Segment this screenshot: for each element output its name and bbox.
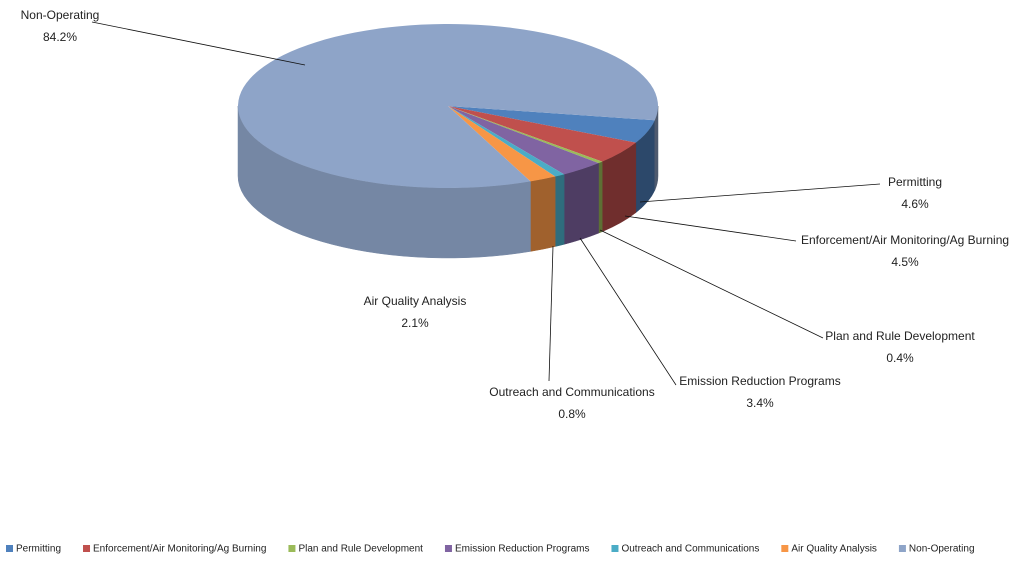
slice [448,106,636,162]
slice-label: Air Quality Analysis [364,294,467,308]
slice [238,23,659,188]
slice [448,106,556,182]
slice-value: 4.6% [901,197,929,211]
legend-label: Enforcement/Air Monitoring/Ag Burning [93,544,266,555]
legend-swatch [444,545,452,552]
slice-label: Non-Operating [21,8,100,22]
slice-value: 2.1% [401,316,429,330]
legend-swatch [6,545,13,552]
legend-label: Permitting [16,544,61,555]
slice [448,106,599,175]
slice-side [554,174,565,247]
legend-swatch [781,545,789,552]
slice-side [598,161,603,234]
leader-line [91,21,306,66]
slice-value: 0.8% [558,407,586,421]
leader-line [548,245,554,382]
slice [448,106,655,143]
leader-line [624,215,797,242]
slice-value: 0.4% [886,351,914,365]
slice-label: Plan and Rule Development [825,329,975,343]
legend-swatch [83,545,91,552]
legend-swatch [898,545,906,552]
slice-value: 84.2% [43,30,77,44]
legend-label: Emission Reduction Programs [455,544,590,555]
legend-swatch [288,545,296,552]
slice [448,106,565,177]
legend-label: Plan and Rule Development [298,544,423,555]
legend-label: Outreach and Communications [621,544,759,555]
leader-line [599,229,824,339]
slice-label: Enforcement/Air Monitoring/Ag Burning [801,233,1009,247]
slice [448,106,603,164]
slice-label: Emission Reduction Programs [679,374,840,388]
legend-label: Non-Operating [909,544,975,555]
slice-side [563,162,599,245]
slice-label: Outreach and Communications [489,385,654,399]
slice-label: Permitting [888,175,942,189]
legend-swatch [611,545,619,552]
slice-value: 4.5% [891,255,919,269]
slice-side [530,176,556,252]
slice-value: 3.4% [746,396,774,410]
legend-label: Air Quality Analysis [791,544,877,555]
leader-line [579,237,677,386]
leader-line [639,183,881,203]
